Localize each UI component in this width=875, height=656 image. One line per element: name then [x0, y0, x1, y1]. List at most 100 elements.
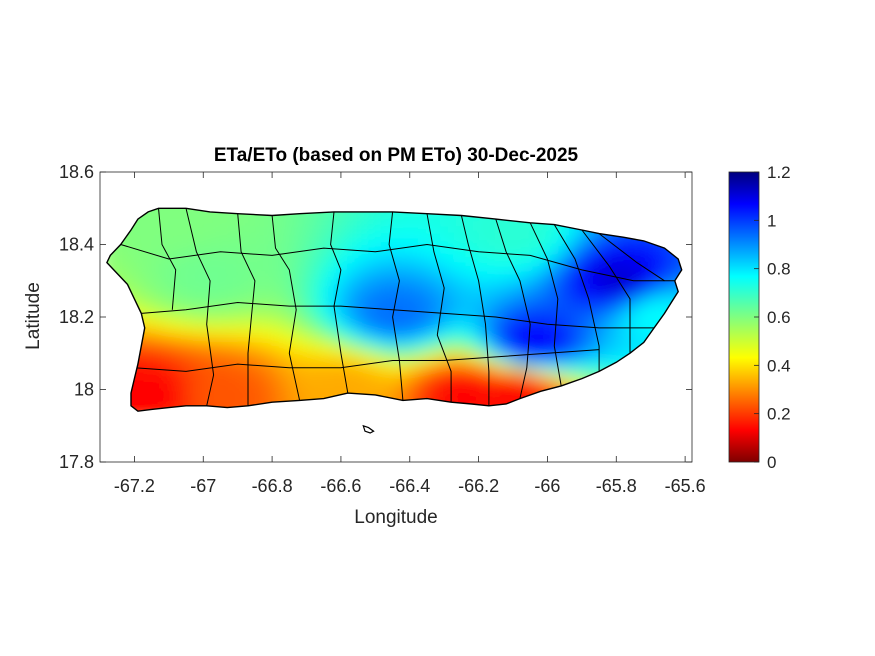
heatmap-cell [304, 290, 313, 300]
heatmap-cell [137, 377, 147, 387]
heatmap-cell [410, 338, 420, 347]
heatmap-cell [660, 306, 669, 316]
heatmap-cell [516, 314, 526, 324]
heatmap-cell [312, 226, 321, 236]
heatmap-cell [145, 369, 154, 379]
heatmap-cell [251, 362, 260, 371]
heatmap-cell [342, 354, 351, 363]
heatmap-cell [168, 362, 177, 371]
heatmap-cell [584, 250, 594, 260]
heatmap-cell [630, 266, 639, 276]
heatmap-cell [493, 393, 503, 403]
heatmap-cell [433, 354, 442, 363]
heatmap-cell [569, 242, 579, 252]
heatmap-cell [478, 338, 488, 347]
heatmap-cell [319, 282, 329, 292]
heatmap-cell [561, 290, 571, 300]
heatmap-cell [524, 322, 533, 332]
heatmap-cell [524, 258, 533, 268]
heatmap-cell [440, 298, 450, 308]
heatmap-cell [486, 369, 495, 379]
heatmap-cell [433, 218, 442, 228]
heatmap-cell [160, 354, 170, 363]
heatmap-cell [153, 354, 162, 363]
heatmap-cell [296, 314, 306, 324]
heatmap-cell [349, 298, 359, 308]
heatmap-cell [471, 385, 480, 395]
heatmap-cell [569, 290, 579, 300]
heatmap-cell [259, 362, 268, 371]
heatmap-cell [349, 322, 359, 332]
heatmap-cell [183, 338, 192, 347]
heatmap-cell [592, 298, 601, 308]
heatmap-cell [137, 306, 147, 316]
heatmap-cell [501, 346, 510, 355]
heatmap-cell [402, 314, 412, 324]
heatmap-cell [660, 274, 669, 284]
heatmap-cell [259, 242, 268, 252]
heatmap-cell [289, 274, 298, 284]
heatmap-cell [274, 354, 283, 363]
heatmap-cell [274, 258, 283, 268]
heatmap-cell [266, 250, 276, 260]
heatmap-cell [425, 322, 435, 332]
heatmap-cell [402, 393, 412, 403]
heatmap-cell [531, 226, 541, 236]
heatmap-cell [160, 290, 170, 300]
heatmap-cell [584, 282, 594, 292]
heatmap-cell [592, 274, 601, 284]
heatmap-cell [168, 354, 177, 363]
heatmap-cell [312, 354, 321, 363]
heatmap-cell [561, 250, 571, 260]
heatmap-cell [531, 314, 541, 324]
heatmap-cell [281, 362, 291, 371]
heatmap-cell [168, 266, 177, 276]
heatmap-cell [493, 218, 503, 228]
heatmap-cell [190, 377, 200, 387]
heatmap-cell [584, 369, 594, 379]
heatmap-cell [183, 306, 192, 316]
heatmap-cell [236, 258, 245, 268]
heatmap-cell [554, 338, 563, 347]
heatmap-cell [145, 354, 154, 363]
heatmap-cell [501, 282, 510, 292]
heatmap-cell [243, 234, 253, 244]
heatmap-cell [433, 385, 442, 395]
heatmap-cell [274, 385, 283, 395]
heatmap-cell [312, 314, 321, 324]
heatmap-cell [153, 218, 162, 228]
heatmap-cell [607, 234, 616, 244]
heatmap-cell [206, 258, 215, 268]
heatmap-cell [637, 282, 647, 292]
heatmap-cell [546, 298, 556, 308]
heatmap-cell [607, 306, 616, 316]
heatmap-cell [569, 226, 579, 236]
heatmap-cell [115, 266, 124, 276]
heatmap-cell [304, 242, 313, 252]
heatmap-cell [312, 298, 321, 308]
heatmap-cell [312, 322, 321, 332]
x-tick-label: -66.8 [252, 476, 293, 496]
heatmap-cell [569, 306, 579, 316]
heatmap-cell [281, 314, 291, 324]
heatmap-cell [160, 274, 170, 284]
heatmap-cell [221, 362, 230, 371]
heatmap-cell [463, 290, 473, 300]
heatmap-cell [501, 290, 510, 300]
heatmap-cell [357, 234, 367, 244]
heatmap-cell [160, 322, 170, 332]
heatmap-cell [175, 234, 185, 244]
heatmap-cell [236, 346, 245, 355]
heatmap-cell [115, 250, 124, 260]
heatmap-cell [372, 369, 382, 379]
heatmap-cell [622, 346, 632, 355]
heatmap-cell [296, 354, 306, 363]
heatmap-cell [228, 322, 238, 332]
heatmap-cell [190, 362, 200, 371]
colorbar-tick-label: 1.2 [767, 163, 791, 182]
heatmap-cell [395, 218, 404, 228]
heatmap-cell [539, 306, 548, 316]
heatmap-cell [667, 274, 677, 284]
heatmap-cell [516, 362, 526, 371]
heatmap-cell [334, 362, 344, 371]
